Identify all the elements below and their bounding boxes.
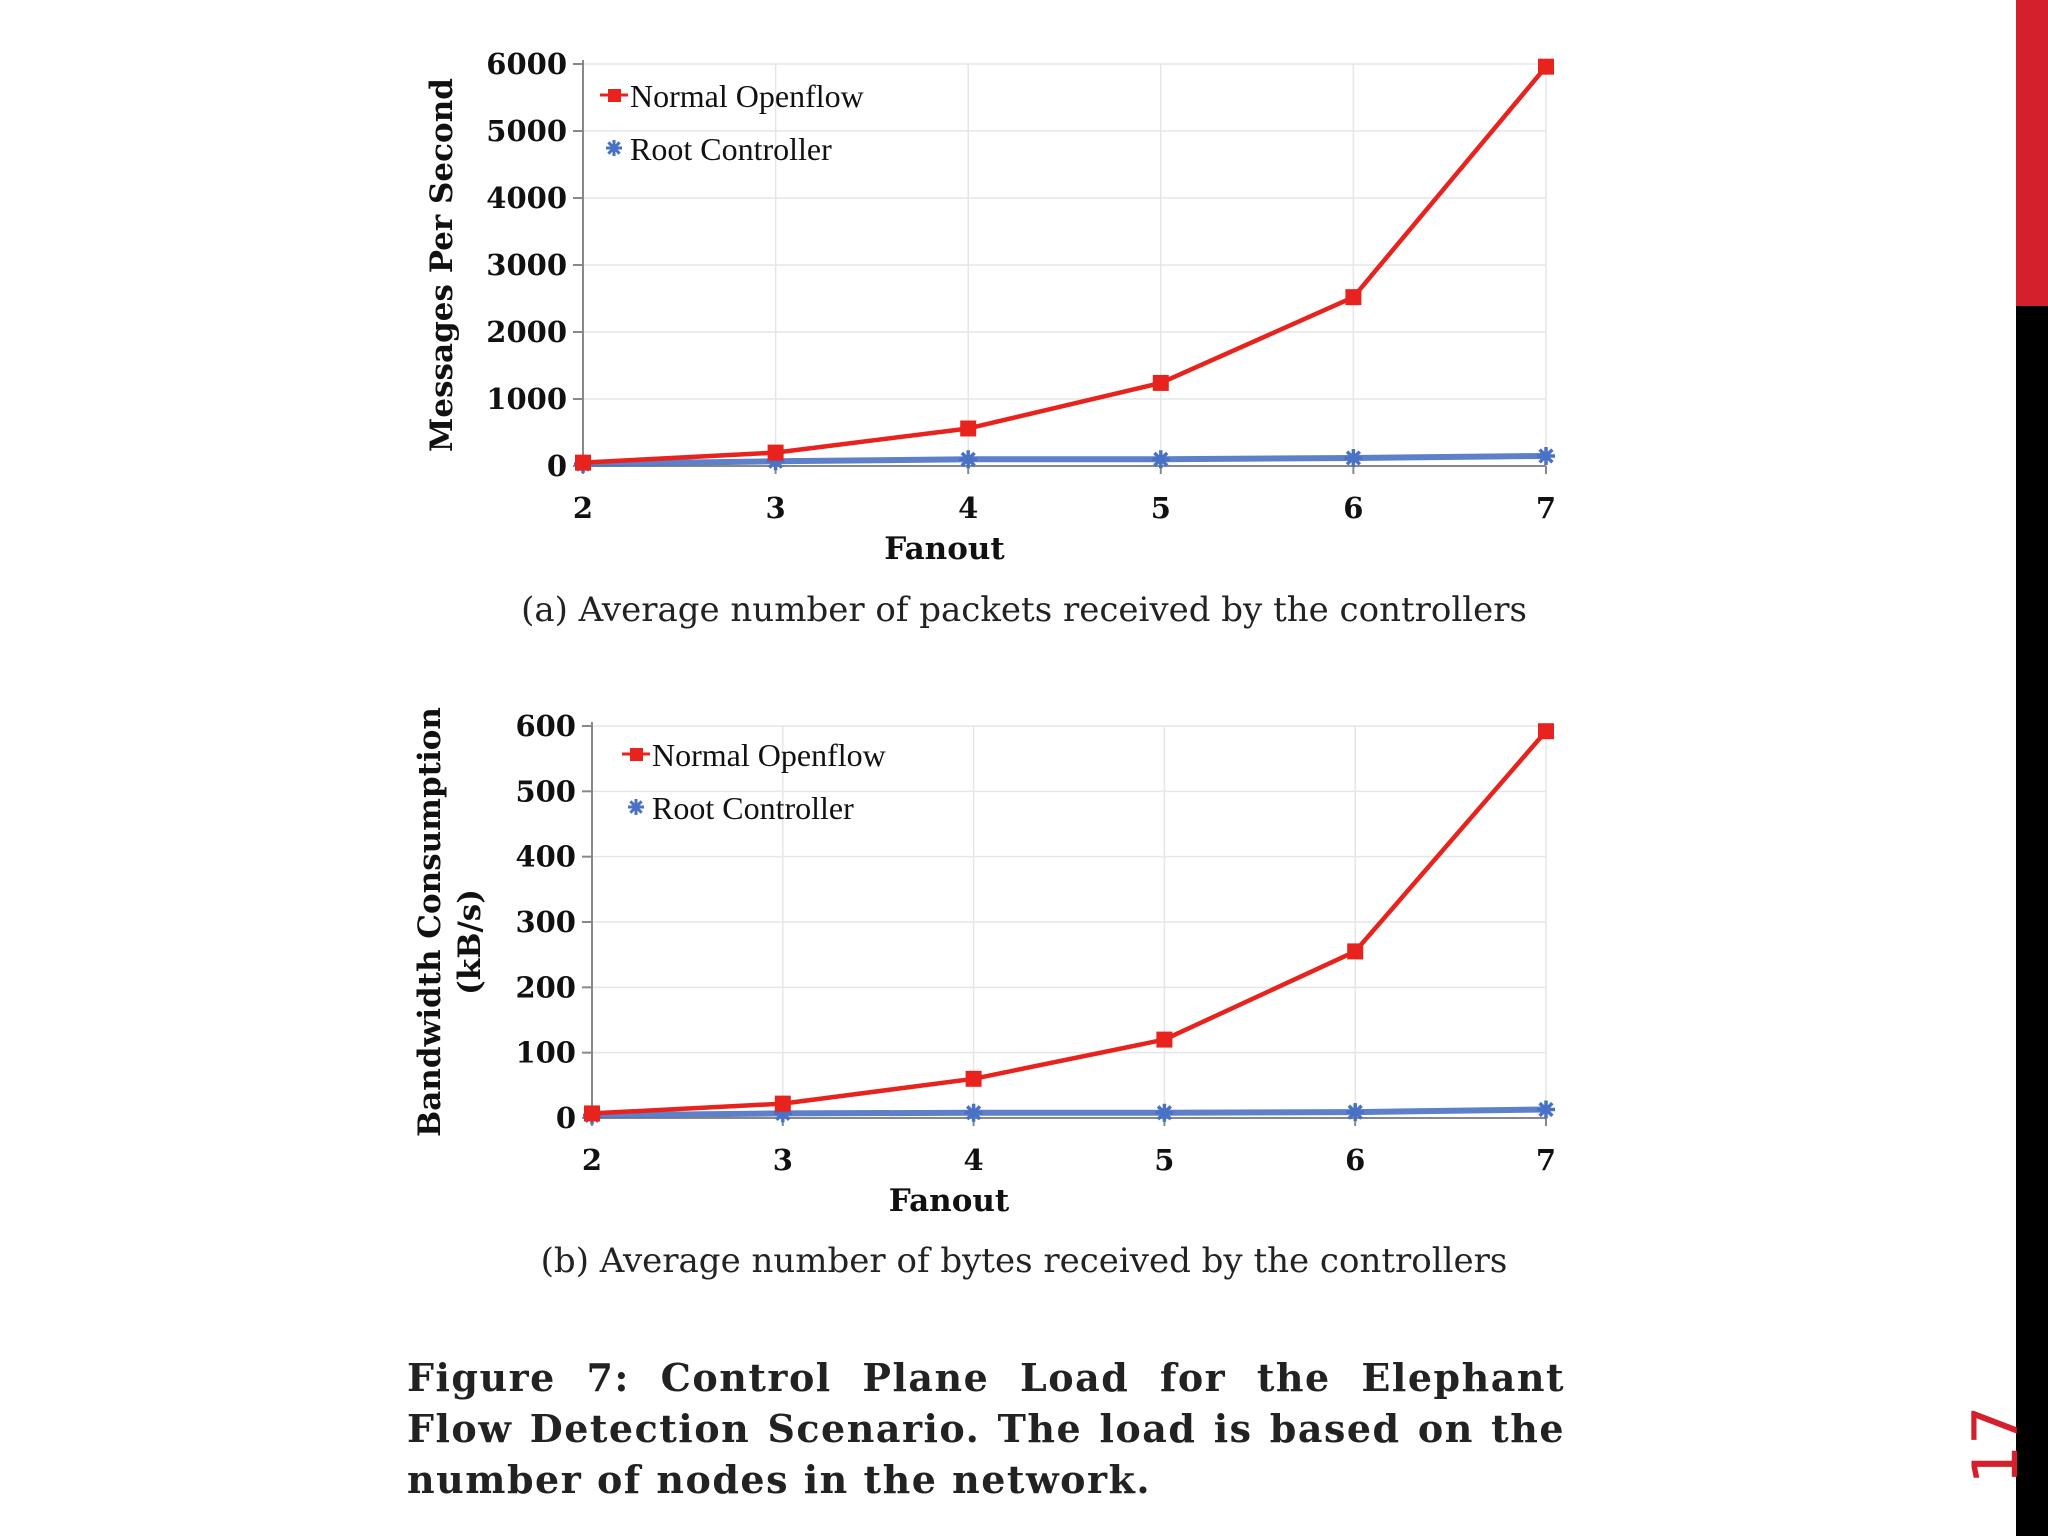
legend: Normal Openflow Root Controller [600, 78, 864, 167]
y-tick-label: 300 [515, 905, 576, 939]
x-tick-label: 2 [573, 491, 593, 525]
data-point-root-controller [1537, 446, 1555, 465]
y-tick-label: 100 [515, 1036, 576, 1070]
data-point-root-controller [964, 1103, 983, 1122]
x-tick-label: 7 [1536, 1143, 1556, 1177]
data-point-normal-openflow [584, 1105, 600, 1122]
data-point-normal-openflow [1347, 943, 1364, 960]
x-axis-title: Fanout [889, 1183, 1010, 1219]
legend-label-root-controller: Root Controller [630, 131, 832, 167]
figure-caption: Figure 7: Control Plane Load for the Ele… [407, 1355, 1565, 1502]
data-point-root-controller [766, 452, 785, 471]
subcaption-a: (a) Average number of packets received b… [521, 590, 1527, 630]
data-point-normal-openflow [1152, 374, 1169, 391]
data-point-normal-openflow [960, 420, 977, 437]
data-point-normal-openflow [774, 1095, 791, 1112]
data-point-root-controller [1537, 1100, 1555, 1119]
x-tick-label: 7 [1536, 491, 1556, 525]
data-point-root-controller [773, 1104, 792, 1123]
x-tick-label: 5 [1151, 491, 1171, 525]
legend-marker-root-controller [628, 799, 644, 815]
y-tick-label: 0 [547, 449, 567, 483]
y-tick-label: 3000 [486, 248, 567, 282]
y-axis-title: Bandwidth Consumption [412, 707, 448, 1137]
y-axis-title-units: (kB/s) [452, 889, 488, 995]
x-tick-label: 4 [964, 1143, 984, 1177]
x-tick-label: 2 [582, 1143, 602, 1177]
y-tick-label: 5000 [486, 114, 567, 148]
x-tick-label: 3 [773, 1143, 793, 1177]
sidebar-accent-black [2016, 306, 2048, 1536]
y-tick-label: 2000 [486, 315, 567, 349]
series-line-normal-openflow [582, 65, 1548, 465]
data-point-normal-openflow [1538, 58, 1554, 75]
x-tick-label: 3 [766, 491, 786, 525]
gridlines [583, 63, 1547, 466]
data-point-root-controller [1155, 1103, 1174, 1122]
data-point-root-controller [1151, 450, 1170, 469]
legend-label-normal-openflow: Normal Openflow [652, 737, 886, 773]
y-tick-label: 500 [515, 774, 576, 808]
chart-messages-per-second: 0 1000 2000 3000 4000 5000 6000 2 3 4 5 6 7 Fanout Mes… [424, 47, 1556, 567]
legend-marker-root-controller [606, 140, 622, 156]
y-tick-label: 4000 [486, 181, 567, 215]
page-number: 17 [1958, 1405, 2032, 1485]
legend: Normal Openflow Root Controller [622, 737, 886, 826]
data-point-normal-openflow [965, 1070, 982, 1087]
y-tick-label: 200 [515, 970, 576, 1004]
x-tick-label: 6 [1345, 1143, 1365, 1177]
y-axis-title: Messages Per Second [424, 78, 460, 452]
x-axis-title: Fanout [884, 531, 1005, 567]
y-tick-label: 400 [515, 840, 576, 874]
x-tick-label: 4 [958, 491, 978, 525]
data-point-normal-openflow [1156, 1031, 1173, 1048]
series-line-root-controller [591, 1106, 1547, 1119]
data-point-root-controller [1344, 448, 1363, 467]
data-point-root-controller [1346, 1103, 1365, 1122]
data-point-root-controller [959, 450, 978, 469]
chart-bandwidth-consumption: 0 100 200 300 400 500 600 2 3 4 5 6 7 Fanout Bandwidth… [412, 707, 1556, 1219]
subcaption-b: (b) Average number of bytes received by … [540, 1241, 1508, 1281]
sidebar-accent-red [2016, 0, 2048, 306]
series-line-root-controller [582, 452, 1547, 467]
y-tick-label: 600 [515, 709, 576, 743]
y-tick-label: 0 [556, 1101, 576, 1135]
data-point-normal-openflow [575, 454, 591, 471]
data-point-normal-openflow [1538, 723, 1554, 740]
data-point-normal-openflow [767, 444, 784, 461]
x-tick-label: 5 [1154, 1143, 1174, 1177]
legend-label-normal-openflow: Normal Openflow [630, 78, 864, 114]
series-line-normal-openflow [591, 729, 1548, 1116]
legend-label-root-controller: Root Controller [652, 790, 854, 826]
x-tick-label: 6 [1343, 491, 1363, 525]
gridlines [592, 725, 1547, 1118]
y-tick-label: 6000 [486, 47, 567, 81]
y-tick-label: 1000 [486, 382, 567, 416]
data-point-normal-openflow [1345, 289, 1362, 306]
